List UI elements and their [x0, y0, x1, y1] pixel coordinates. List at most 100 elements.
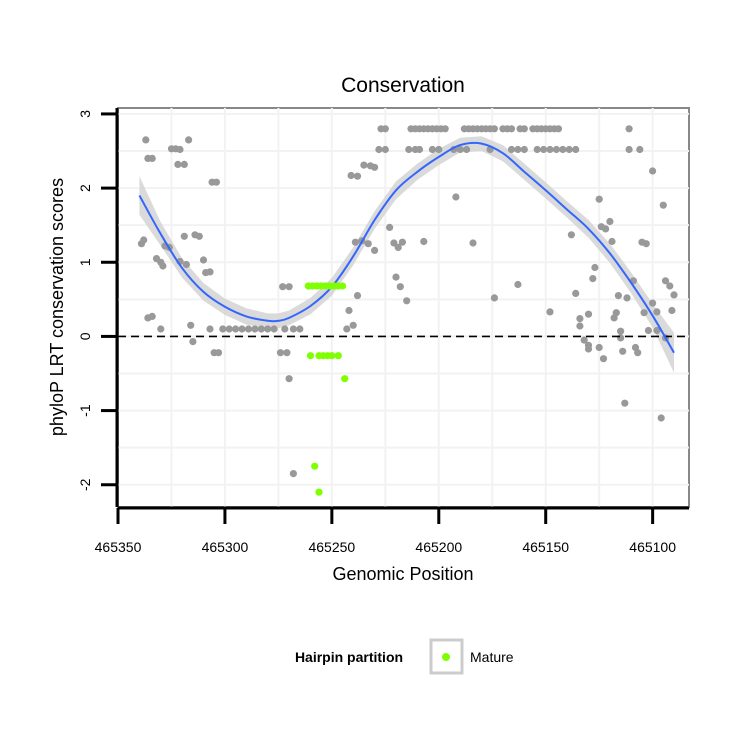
legend-title: Hairpin partition [295, 649, 403, 665]
data-point-mature [328, 352, 336, 360]
data-point-other [514, 280, 522, 289]
data-point-other [371, 246, 379, 254]
data-point-other [591, 263, 599, 272]
data-point-other [608, 237, 616, 246]
data-point-other [148, 154, 156, 162]
data-point-mature [341, 375, 349, 383]
data-point-other [452, 193, 460, 201]
data-point-other [420, 237, 428, 246]
data-point-mature [315, 488, 323, 496]
data-point-other [589, 275, 597, 283]
data-point-other [623, 294, 631, 302]
data-point-other [657, 414, 665, 422]
data-point-other [666, 282, 674, 290]
x-tick-label: 465100 [629, 539, 676, 555]
data-point-other [649, 167, 657, 175]
data-point-other [520, 125, 528, 133]
data-point-other [251, 325, 259, 333]
data-point-other [371, 163, 379, 171]
confidence-band [139, 136, 674, 373]
data-point-other [180, 232, 188, 240]
data-point-other [405, 145, 413, 154]
data-point-other [283, 349, 291, 357]
data-point-mature [334, 352, 342, 360]
data-point-other [546, 145, 554, 154]
data-point-other [659, 201, 667, 209]
data-point-other [642, 240, 650, 248]
data-point-other [619, 347, 627, 355]
data-point-other [264, 325, 272, 333]
data-point-other [554, 125, 563, 133]
data-point-other [625, 145, 633, 154]
data-point-other [351, 238, 359, 246]
data-point-other [580, 336, 588, 344]
data-point-other [490, 125, 498, 133]
data-point-other [381, 125, 389, 133]
data-point-other [576, 315, 584, 323]
data-point-other [595, 195, 603, 203]
data-point-other [602, 225, 610, 233]
data-point-other [540, 145, 548, 154]
data-point-other [270, 325, 278, 333]
data-point-other [232, 325, 240, 333]
y-tick-label: 3 [77, 110, 93, 118]
data-point-other [456, 145, 464, 154]
x-axis: 465350 465300 465250 465200 465150 465100 [95, 506, 689, 555]
data-point-other [296, 325, 304, 333]
data-point-other [381, 145, 389, 154]
data-point-other [174, 160, 182, 168]
data-point-other [390, 239, 398, 247]
data-point-other [281, 325, 289, 333]
data-point-other [520, 145, 528, 154]
confidence-band-area [139, 136, 674, 373]
data-point-mature [339, 282, 347, 290]
data-point-other [661, 277, 670, 285]
data-point-other [386, 223, 394, 231]
data-point-other [199, 256, 208, 264]
data-point-other [279, 283, 287, 291]
data-point-other [396, 283, 404, 291]
data-point-other [634, 349, 642, 357]
data-point-other [552, 145, 561, 154]
legend-key-mature-dot [442, 653, 450, 661]
x-tick-label: 465250 [308, 539, 355, 555]
data-point-other [546, 308, 554, 316]
x-tick-label: 465200 [415, 539, 462, 555]
chart-title: Conservation [341, 74, 465, 97]
data-point-other [148, 312, 156, 320]
data-point-other [343, 325, 351, 333]
data-point-other [636, 145, 644, 154]
data-point-other [514, 145, 522, 154]
data-point-other [653, 326, 661, 335]
data-point-other [394, 243, 402, 251]
data-point-other [625, 125, 633, 133]
data-point-other [375, 145, 383, 154]
legend-label-mature: Mature [470, 649, 514, 665]
data-point-other [360, 161, 368, 169]
data-point-other [206, 325, 214, 333]
y-axis-label: phyloP LRT conservation scores [47, 178, 67, 436]
data-point-other [140, 236, 148, 244]
data-point-other [584, 310, 593, 318]
x-tick-label: 465300 [202, 539, 249, 555]
data-point-other [599, 355, 608, 363]
data-point-other [441, 125, 449, 133]
legend: Hairpin partition Mature [295, 638, 514, 675]
y-tick-label: 0 [77, 332, 93, 340]
data-point-other [219, 325, 227, 333]
data-point-other [572, 289, 580, 297]
data-point-other [398, 238, 406, 246]
data-point-other [257, 325, 265, 333]
data-point-other [206, 268, 214, 276]
data-point-other [142, 136, 150, 144]
data-point-other [276, 349, 285, 357]
data-point-other [572, 145, 580, 154]
data-point-other [187, 321, 195, 329]
data-point-other [285, 283, 293, 291]
data-point-other [668, 306, 676, 315]
y-tick-label: 2 [77, 184, 93, 192]
data-point-mature [311, 462, 319, 470]
y-axis: -2 -1 0 1 2 3 [77, 108, 119, 507]
data-point-other [347, 171, 355, 180]
data-point-other [238, 325, 246, 333]
